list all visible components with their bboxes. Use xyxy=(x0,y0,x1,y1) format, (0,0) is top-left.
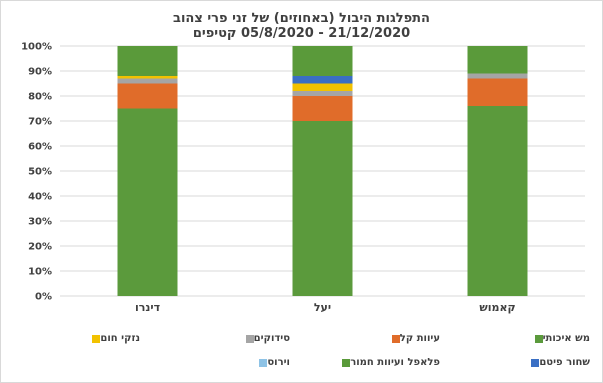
chart-legend: מש איכותי עיוות קל סידוקים נזקי חום שחור פיט… xyxy=(0,320,603,380)
legend-swatch xyxy=(245,334,254,343)
y-tick-label: 30% xyxy=(28,217,52,228)
y-tick-label: 90% xyxy=(28,67,52,78)
x-tick-label: דינרו xyxy=(135,301,160,314)
legend-item: סידוקים xyxy=(242,333,290,344)
y-tick-label: 10% xyxy=(28,267,52,278)
legend-swatch xyxy=(342,358,351,367)
y-tick-label: 60% xyxy=(28,142,52,153)
stacked-bar-chart: 0% 10% 20% 30% 40% 50% 60% 70% 80% 90% 100% דינרו יע… xyxy=(21,42,585,314)
y-tick-label: 100% xyxy=(21,42,52,53)
legend-item: וירוס xyxy=(255,357,290,368)
y-tick-label: 50% xyxy=(28,167,52,178)
y-tick-label: 70% xyxy=(28,117,52,128)
bar-segment xyxy=(292,96,353,121)
bar-segment xyxy=(117,76,178,79)
bar-segment xyxy=(467,106,528,296)
y-tick-label: 80% xyxy=(28,92,52,103)
x-tick-label: יעל xyxy=(314,301,331,314)
legend-label: פלאפל ועיוות חמור xyxy=(350,357,440,368)
bar-segment xyxy=(467,46,528,74)
legend-label: מש איכותי xyxy=(542,333,590,344)
legend-swatch xyxy=(391,334,400,343)
legend-label: סידוקים xyxy=(253,333,290,344)
legend-label: וירוס xyxy=(267,357,290,368)
bar-segment xyxy=(292,121,353,296)
legend-swatch xyxy=(259,358,268,367)
x-tick-label: קאמוש xyxy=(479,301,515,314)
legend-item: עיוות קל xyxy=(388,333,440,344)
legend-item: שחור פיטם xyxy=(527,357,590,368)
legend-swatch xyxy=(534,334,543,343)
bar-segment xyxy=(117,83,178,109)
chart-title-line-1: התפלגות היבול (באחוזים) של זני פרי צהוב xyxy=(173,11,430,26)
y-tick-label: 20% xyxy=(28,242,52,253)
legend-swatch xyxy=(531,358,540,367)
bar-segment xyxy=(292,46,353,76)
bar-segment xyxy=(117,108,178,296)
bar-segment xyxy=(292,91,353,96)
bar-segment xyxy=(117,78,178,84)
y-tick-label: 40% xyxy=(28,192,52,203)
legend-label: שחור פיטם xyxy=(539,357,590,368)
bar-segment xyxy=(467,78,528,106)
legend-swatch xyxy=(92,334,101,343)
legend-label: נזקי חום xyxy=(100,333,140,344)
legend-item: מש איכותי xyxy=(531,333,590,344)
bar-segment xyxy=(292,76,353,84)
legend-label: עיוות קל xyxy=(399,333,440,344)
chart-title-line-2: 21/12/2020 - 05/8/2020 קטיפים xyxy=(192,26,411,41)
y-tick-label: 0% xyxy=(35,292,52,303)
bar-segment xyxy=(467,73,528,79)
legend-item: פלאפל ועיוות חמור xyxy=(338,357,440,368)
bar-segment xyxy=(117,46,178,76)
legend-item: נזקי חום xyxy=(88,333,140,344)
bar-segment xyxy=(292,83,353,91)
